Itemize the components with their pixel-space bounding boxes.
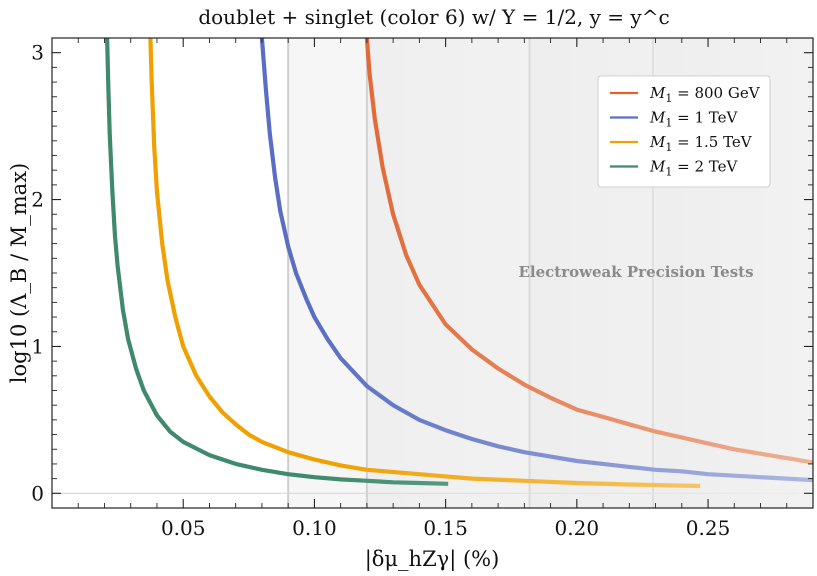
x-tick-label: 0.20 [555,516,600,540]
chart-title: doublet + singlet (color 6) w/ Y = 1/2, … [198,5,669,29]
shaded-region-label: Electroweak Precision Tests [518,263,753,281]
x-tick-label: 0.10 [292,516,337,540]
x-tick-label: 0.05 [161,516,206,540]
y-axis-title: log10 (Λ_B / M_max) [7,163,31,383]
legend-box [597,75,771,188]
legend-label-3: M1 = 1.5 TeV [649,133,753,154]
legend-label-1: M1 = 800 GeV [649,84,761,105]
y-tick-label: 1 [31,334,44,358]
x-axis-title: |δμ_hZγ| (%) [365,547,500,572]
y-tick-label: 0 [31,481,44,505]
y-tick-label: 3 [31,41,44,65]
x-tick-label: 0.15 [423,516,468,540]
legend-label-2: M1 = 1 TeV [649,109,738,130]
x-tick-label: 0.25 [686,516,731,540]
y-tick-label: 2 [31,188,44,212]
legend: M1 = 800 GeV M1 = 1 TeV M1 = 1.5 TeV M1 = 2… [597,75,771,188]
legend-label-4: M1 = 2 TeV [649,158,738,179]
